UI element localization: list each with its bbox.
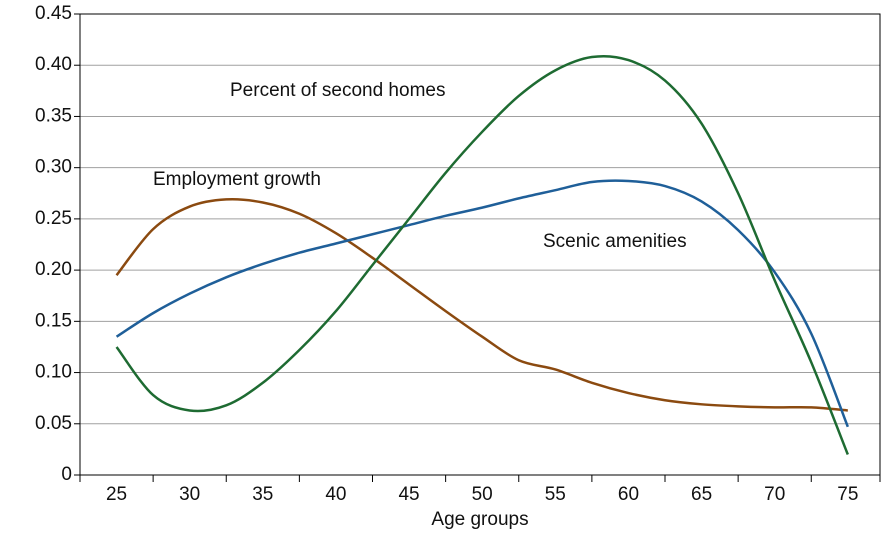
series-label: Employment growth xyxy=(153,169,321,190)
y-tick-label: 0.35 xyxy=(35,105,72,126)
y-tick-label: 0.45 xyxy=(35,3,72,24)
line-series xyxy=(115,198,848,412)
x-axis-label: Age groups xyxy=(431,509,528,530)
plot-frame xyxy=(79,13,881,476)
y-tick-label: 0.15 xyxy=(35,310,72,331)
y-tick-label: 0.20 xyxy=(35,259,72,280)
x-tick-label: 60 xyxy=(618,484,639,505)
x-tick-label: 75 xyxy=(837,484,858,505)
y-tick-label: 0.10 xyxy=(35,362,72,383)
x-tick-label: 25 xyxy=(106,484,127,505)
x-tick-label: 35 xyxy=(252,484,273,505)
y-tick-label: 0.25 xyxy=(35,208,72,229)
series-label: Percent of second homes xyxy=(230,80,445,101)
x-tick-label: 50 xyxy=(472,484,493,505)
x-tick-label: 45 xyxy=(398,484,419,505)
series-label: Scenic amenities xyxy=(543,231,687,252)
y-tick-label: 0.30 xyxy=(35,157,72,178)
x-tick-label: 65 xyxy=(691,484,712,505)
x-tick-label: 40 xyxy=(325,484,346,505)
y-tick-label: 0.40 xyxy=(35,54,72,75)
x-tick-label: 30 xyxy=(179,484,200,505)
x-tick-label: 55 xyxy=(545,484,566,505)
line-series xyxy=(115,179,849,428)
y-tick-label: 0.05 xyxy=(35,413,72,434)
line-series xyxy=(115,54,849,455)
y-tick-label: 0 xyxy=(61,464,72,485)
x-tick-label: 70 xyxy=(764,484,785,505)
